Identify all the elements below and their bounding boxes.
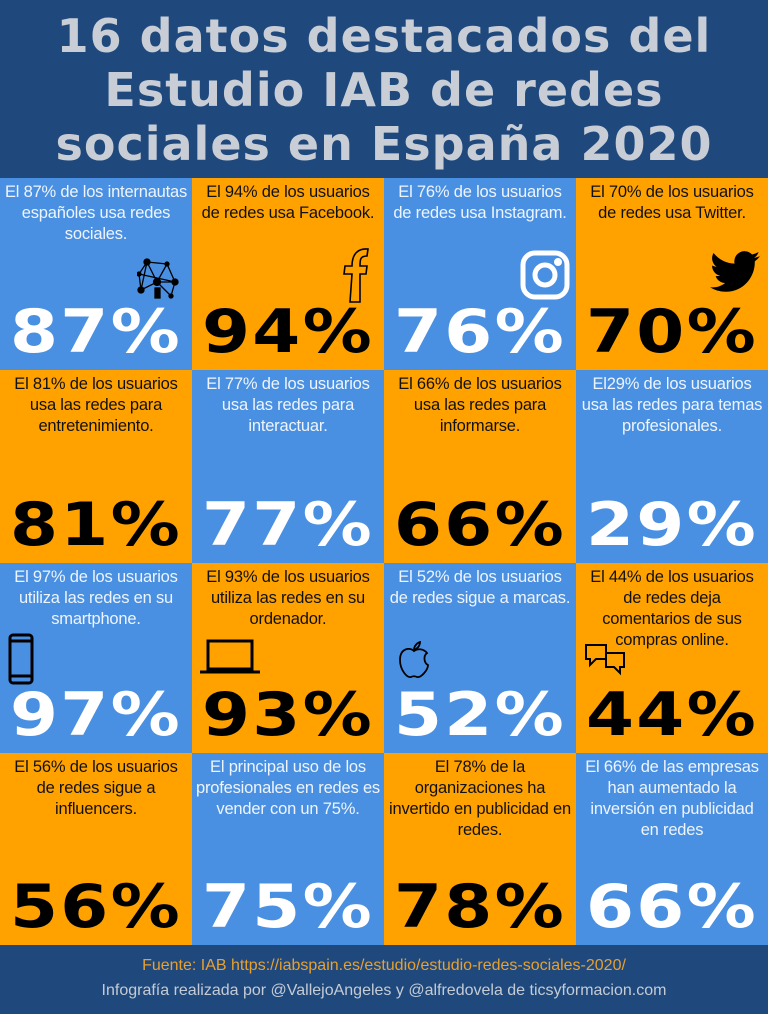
stats-grid: El 87% de los internautas españoles usa … — [0, 178, 768, 945]
header: 16 datos destacados del Estudio IAB de r… — [0, 0, 768, 178]
stat-description: El 87% de los internautas españoles usa … — [4, 183, 188, 243]
stat-value: 81% — [9, 490, 183, 560]
stat-card: El 81% de los usuarios usa las redes par… — [0, 370, 192, 563]
page-title: 16 datos destacados del Estudio IAB de r… — [56, 7, 713, 171]
stat-description: El 56% de los usuarios de redes sigue a … — [14, 758, 178, 818]
title-line: sociales en España 2020 — [55, 117, 713, 171]
credit-text: Infografía realizada por @VallejoAngeles… — [101, 982, 667, 999]
stat-description: El 66% de las empresas han aumentado la … — [585, 758, 759, 839]
stat-description: El 81% de los usuarios usa las redes par… — [14, 375, 178, 435]
stat-card: El principal uso de los profesionales en… — [192, 753, 384, 945]
stat-value: 52% — [393, 680, 567, 750]
smartphone-icon — [8, 633, 34, 689]
stat-card: El 97% de los usuarios utiliza las redes… — [0, 563, 192, 753]
stat-description: El 94% de los usuarios de redes usa Face… — [201, 183, 375, 222]
stat-description: El 52% de los usuarios de redes sigue a … — [389, 568, 571, 607]
stat-description: El 78% de la organizaciones ha invertido… — [389, 758, 571, 839]
stat-card: El 93% de los usuarios utiliza las redes… — [192, 563, 384, 753]
stat-description: El 76% de los usuarios de redes usa Inst… — [393, 183, 567, 222]
stat-card: El 76% de los usuarios de redes usa Inst… — [384, 178, 576, 370]
stat-card: El29% de los usuarios usa las redes para… — [576, 370, 768, 563]
stat-value: 70% — [585, 297, 759, 367]
stat-description: El 44% de los usuarios de redes deja com… — [590, 568, 754, 649]
stat-description: El29% de los usuarios usa las redes para… — [581, 375, 763, 435]
stat-value: 78% — [393, 872, 567, 942]
stat-card: El 77% de los usuarios usa las redes par… — [192, 370, 384, 563]
chat-bubbles-icon — [582, 643, 628, 681]
stat-value: 56% — [9, 872, 183, 942]
stat-value: 66% — [585, 872, 759, 942]
twitter-icon — [710, 250, 760, 298]
footer: Fuente: IAB https://iabspain.es/estudio/… — [0, 945, 768, 1014]
stat-value: 76% — [393, 297, 567, 367]
stat-description: El 93% de los usuarios utiliza las redes… — [206, 568, 370, 628]
apple-icon — [398, 640, 430, 683]
title-line: 16 datos destacados del — [56, 9, 712, 63]
instagram-icon — [520, 250, 570, 304]
network-icon — [136, 256, 181, 304]
stat-description: El 70% de los usuarios de redes usa Twit… — [590, 183, 754, 222]
stat-card: El 56% de los usuarios de redes sigue a … — [0, 753, 192, 945]
stat-value: 77% — [201, 490, 375, 560]
laptop-icon — [198, 639, 262, 679]
stat-card: El 70% de los usuarios de redes usa Twit… — [576, 178, 768, 370]
stat-value: 66% — [393, 490, 567, 560]
stat-card: El 52% de los usuarios de redes sigue a … — [384, 563, 576, 753]
stat-value: 29% — [585, 490, 759, 560]
stat-card: El 66% de las empresas han aumentado la … — [576, 753, 768, 945]
title-line: Estudio IAB de redes — [104, 63, 664, 117]
stat-card: El 87% de los internautas españoles usa … — [0, 178, 192, 370]
stat-card: El 66% de los usuarios usa las redes par… — [384, 370, 576, 563]
stat-value: 97% — [9, 680, 183, 750]
stat-value: 94% — [201, 297, 375, 367]
stat-description: El 77% de los usuarios usa las redes par… — [206, 375, 370, 435]
source-text: Fuente: IAB https://iabspain.es/estudio/… — [142, 957, 626, 974]
stat-value: 75% — [201, 872, 375, 942]
stat-value: 87% — [9, 297, 183, 367]
stat-description: El principal uso de los profesionales en… — [196, 758, 380, 818]
stat-card: El 94% de los usuarios de redes usa Face… — [192, 178, 384, 370]
stat-description: El 66% de los usuarios usa las redes par… — [398, 375, 562, 435]
stat-card: El 44% de los usuarios de redes deja com… — [576, 563, 768, 753]
facebook-icon — [340, 246, 370, 308]
stat-value: 93% — [201, 680, 375, 750]
stat-description: El 97% de los usuarios utiliza las redes… — [14, 568, 178, 628]
stat-value: 44% — [585, 680, 759, 750]
stat-card: El 78% de la organizaciones ha invertido… — [384, 753, 576, 945]
